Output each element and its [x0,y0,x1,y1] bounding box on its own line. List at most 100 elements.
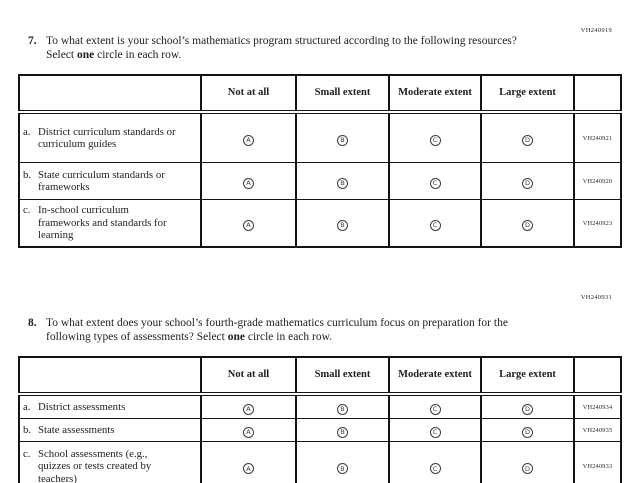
answer-circle-a[interactable]: A [243,134,254,146]
answer-cell[interactable]: D [480,393,575,419]
answer-circle-b[interactable]: B [337,403,348,415]
answer-cell[interactable]: C [388,111,482,163]
row-code: VH240933 [573,441,622,483]
answer-circle-c[interactable]: C [429,134,441,146]
answer-circle-c[interactable]: C [429,219,441,231]
answer-circle-c[interactable]: C [429,177,441,189]
question7-prompt-before: To what extent is your school’s mathemat… [46,35,517,61]
answer-cell[interactable]: B [295,111,390,163]
answer-circle-b[interactable]: B [337,134,348,146]
row-label: District assessments [38,400,126,413]
row-label-cell: c. In-school curriculum frameworks and s… [18,199,202,248]
table-row: a. District curriculum standards or curr… [18,111,622,163]
row-letter: a. [23,400,31,413]
answer-circle-d[interactable]: D [522,177,533,189]
table-row: b. State assessments A B C D VH240935 [18,418,622,442]
row-code: VH240920 [573,162,622,200]
answer-circle-a[interactable]: A [243,177,254,189]
table-row: c. In-school curriculum frameworks and s… [18,199,622,248]
answer-circle-b[interactable]: B [337,219,348,231]
answer-circle-d[interactable]: D [522,426,533,438]
row-code: VH240934 [573,393,622,419]
answer-cell[interactable]: C [388,418,482,442]
answer-cell[interactable]: B [295,441,390,483]
answer-cell[interactable]: A [200,199,297,248]
question8: 8. To what extent does your school’s fou… [28,316,626,344]
row-code: VH240923 [573,199,622,248]
answer-circle-b[interactable]: B [337,177,348,189]
question7-prompt-after: circle in each row. [94,49,182,61]
q8-response-table: Not at all Small extent Moderate extent … [18,356,622,483]
answer-cell[interactable]: D [480,199,575,248]
row-letter: c. [23,447,31,460]
table-row: a. District assessments A B C D VH240934 [18,393,622,419]
q8-header-row: Not at all Small extent Moderate extent … [18,356,622,396]
answer-cell[interactable]: B [295,199,390,248]
row-label: State assessments [38,423,115,436]
q7-column-header-moderate-extent: Moderate extent [388,74,482,114]
row-letter: c. [23,204,31,217]
answer-circle-d[interactable]: D [522,403,533,415]
answer-circle-a[interactable]: A [243,219,254,231]
answer-circle-d[interactable]: D [522,219,533,231]
row-code: VH240921 [573,111,622,163]
answer-circle-d[interactable]: D [522,134,533,146]
answer-cell[interactable]: C [388,441,482,483]
row-label-cell: b. State assessments [18,418,202,442]
question8-prompt-bold: one [227,331,245,343]
answer-circle-c[interactable]: C [429,426,441,438]
q7-header-row: Not at all Small extent Moderate extent … [18,74,622,114]
question8-prompt-after: circle in each row. [244,331,333,343]
row-letter: a. [23,125,31,138]
answer-cell[interactable]: B [295,393,390,419]
row-label-cell: b. State curriculum standards or framewo… [18,162,202,200]
answer-cell[interactable]: D [480,111,575,163]
answer-cell[interactable]: A [200,418,297,442]
row-label-cell: a. District curriculum standards or curr… [18,111,202,163]
answer-cell[interactable]: D [480,441,575,483]
q7-corner-cell [18,74,202,114]
answer-cell[interactable]: A [200,162,297,200]
row-label-cell: a. District assessments [18,393,202,419]
question7-prompt: To what extent is your school’s mathemat… [46,34,536,62]
answer-cell[interactable]: C [388,199,482,248]
q7-column-header-not-at-all: Not at all [200,74,297,114]
answer-circle-c[interactable]: C [429,463,441,475]
answer-cell[interactable]: B [295,418,390,442]
row-label: State curriculum standards or frameworks [38,168,165,194]
question8-prompt-before: To what extent does your school’s fourth… [46,317,508,343]
answer-cell[interactable]: A [200,111,297,163]
answer-circle-b[interactable]: B [337,463,348,475]
table-row: c. School assessments (e.g., quizzes or … [18,441,622,483]
q7-code-column-header [573,74,622,114]
row-code: VH240935 [573,418,622,442]
answer-cell[interactable]: A [200,393,297,419]
answer-circle-b[interactable]: B [337,426,348,438]
answer-circle-c[interactable]: C [429,403,441,415]
answer-cell[interactable]: B [295,162,390,200]
q8-column-header-moderate-extent: Moderate extent [388,356,482,396]
q8-column-header-small-extent: Small extent [295,356,390,396]
q7-column-header-large-extent: Large extent [480,74,575,114]
answer-circle-a[interactable]: A [243,403,254,415]
answer-circle-a[interactable]: A [243,463,254,475]
answer-circle-a[interactable]: A [243,426,254,438]
answer-cell[interactable]: A [200,441,297,483]
question8-number: 8. [28,317,37,329]
answer-cell[interactable]: D [480,162,575,200]
answer-cell[interactable]: D [480,418,575,442]
answer-circle-d[interactable]: D [522,463,533,475]
answer-cell[interactable]: C [388,393,482,419]
question8-prompt: To what extent does your school’s fourth… [46,316,536,344]
row-letter: b. [23,423,32,436]
row-label: In-school curriculum frameworks and stan… [38,204,167,242]
q8-corner-cell [18,356,202,396]
q7-column-header-small-extent: Small extent [295,74,390,114]
q8-code-column-header [573,356,622,396]
table-row: b. State curriculum standards or framewo… [18,162,622,200]
question7-number: 7. [28,35,37,47]
question8-code: VH240931 [580,294,612,301]
answer-cell[interactable]: C [388,162,482,200]
q8-column-header-not-at-all: Not at all [200,356,297,396]
